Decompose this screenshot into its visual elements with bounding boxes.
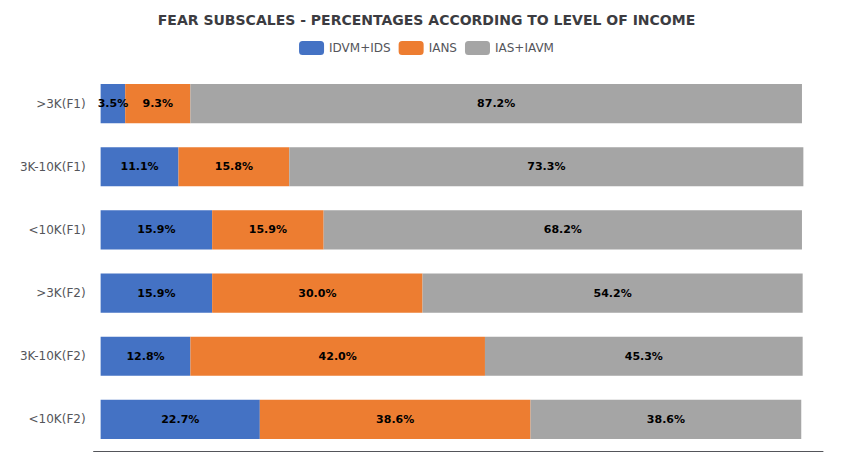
- svg-text:<10K(F2): <10K(F2): [29, 412, 86, 426]
- svg-text:9.3%: 9.3%: [143, 97, 174, 110]
- svg-text:38.6%: 38.6%: [647, 413, 685, 426]
- svg-text:12.8%: 12.8%: [126, 350, 164, 363]
- svg-text:42.0%: 42.0%: [319, 350, 357, 363]
- svg-text:73.3%: 73.3%: [527, 160, 565, 173]
- svg-text:IANS: IANS: [429, 41, 457, 55]
- svg-text:>3K(F2): >3K(F2): [36, 286, 85, 300]
- svg-text:54.2%: 54.2%: [594, 287, 632, 300]
- svg-text:22.7%: 22.7%: [161, 413, 199, 426]
- svg-text:15.9%: 15.9%: [249, 223, 287, 236]
- svg-text:15.8%: 15.8%: [215, 160, 253, 173]
- svg-text:15.9%: 15.9%: [137, 223, 175, 236]
- svg-text:38.6%: 38.6%: [376, 413, 414, 426]
- svg-text:68.2%: 68.2%: [544, 223, 582, 236]
- svg-text:<10K(F1): <10K(F1): [29, 223, 86, 237]
- svg-text:IAS+IAVM: IAS+IAVM: [495, 41, 554, 55]
- svg-text:3.5%: 3.5%: [98, 97, 129, 110]
- svg-text:11.1%: 11.1%: [120, 160, 158, 173]
- svg-text:IDVM+IDS: IDVM+IDS: [329, 41, 391, 55]
- svg-text:3K-10K(F1): 3K-10K(F1): [20, 160, 86, 174]
- svg-text:FEAR SUBSCALES - PERCENTAGES A: FEAR SUBSCALES - PERCENTAGES ACCORDING T…: [158, 12, 695, 28]
- svg-text:30.0%: 30.0%: [298, 287, 336, 300]
- svg-text:15.9%: 15.9%: [137, 287, 175, 300]
- svg-text:3K-10K(F2): 3K-10K(F2): [20, 349, 86, 363]
- svg-text:45.3%: 45.3%: [625, 350, 663, 363]
- svg-text:>3K(F1): >3K(F1): [36, 97, 85, 111]
- svg-text:87.2%: 87.2%: [477, 97, 515, 110]
